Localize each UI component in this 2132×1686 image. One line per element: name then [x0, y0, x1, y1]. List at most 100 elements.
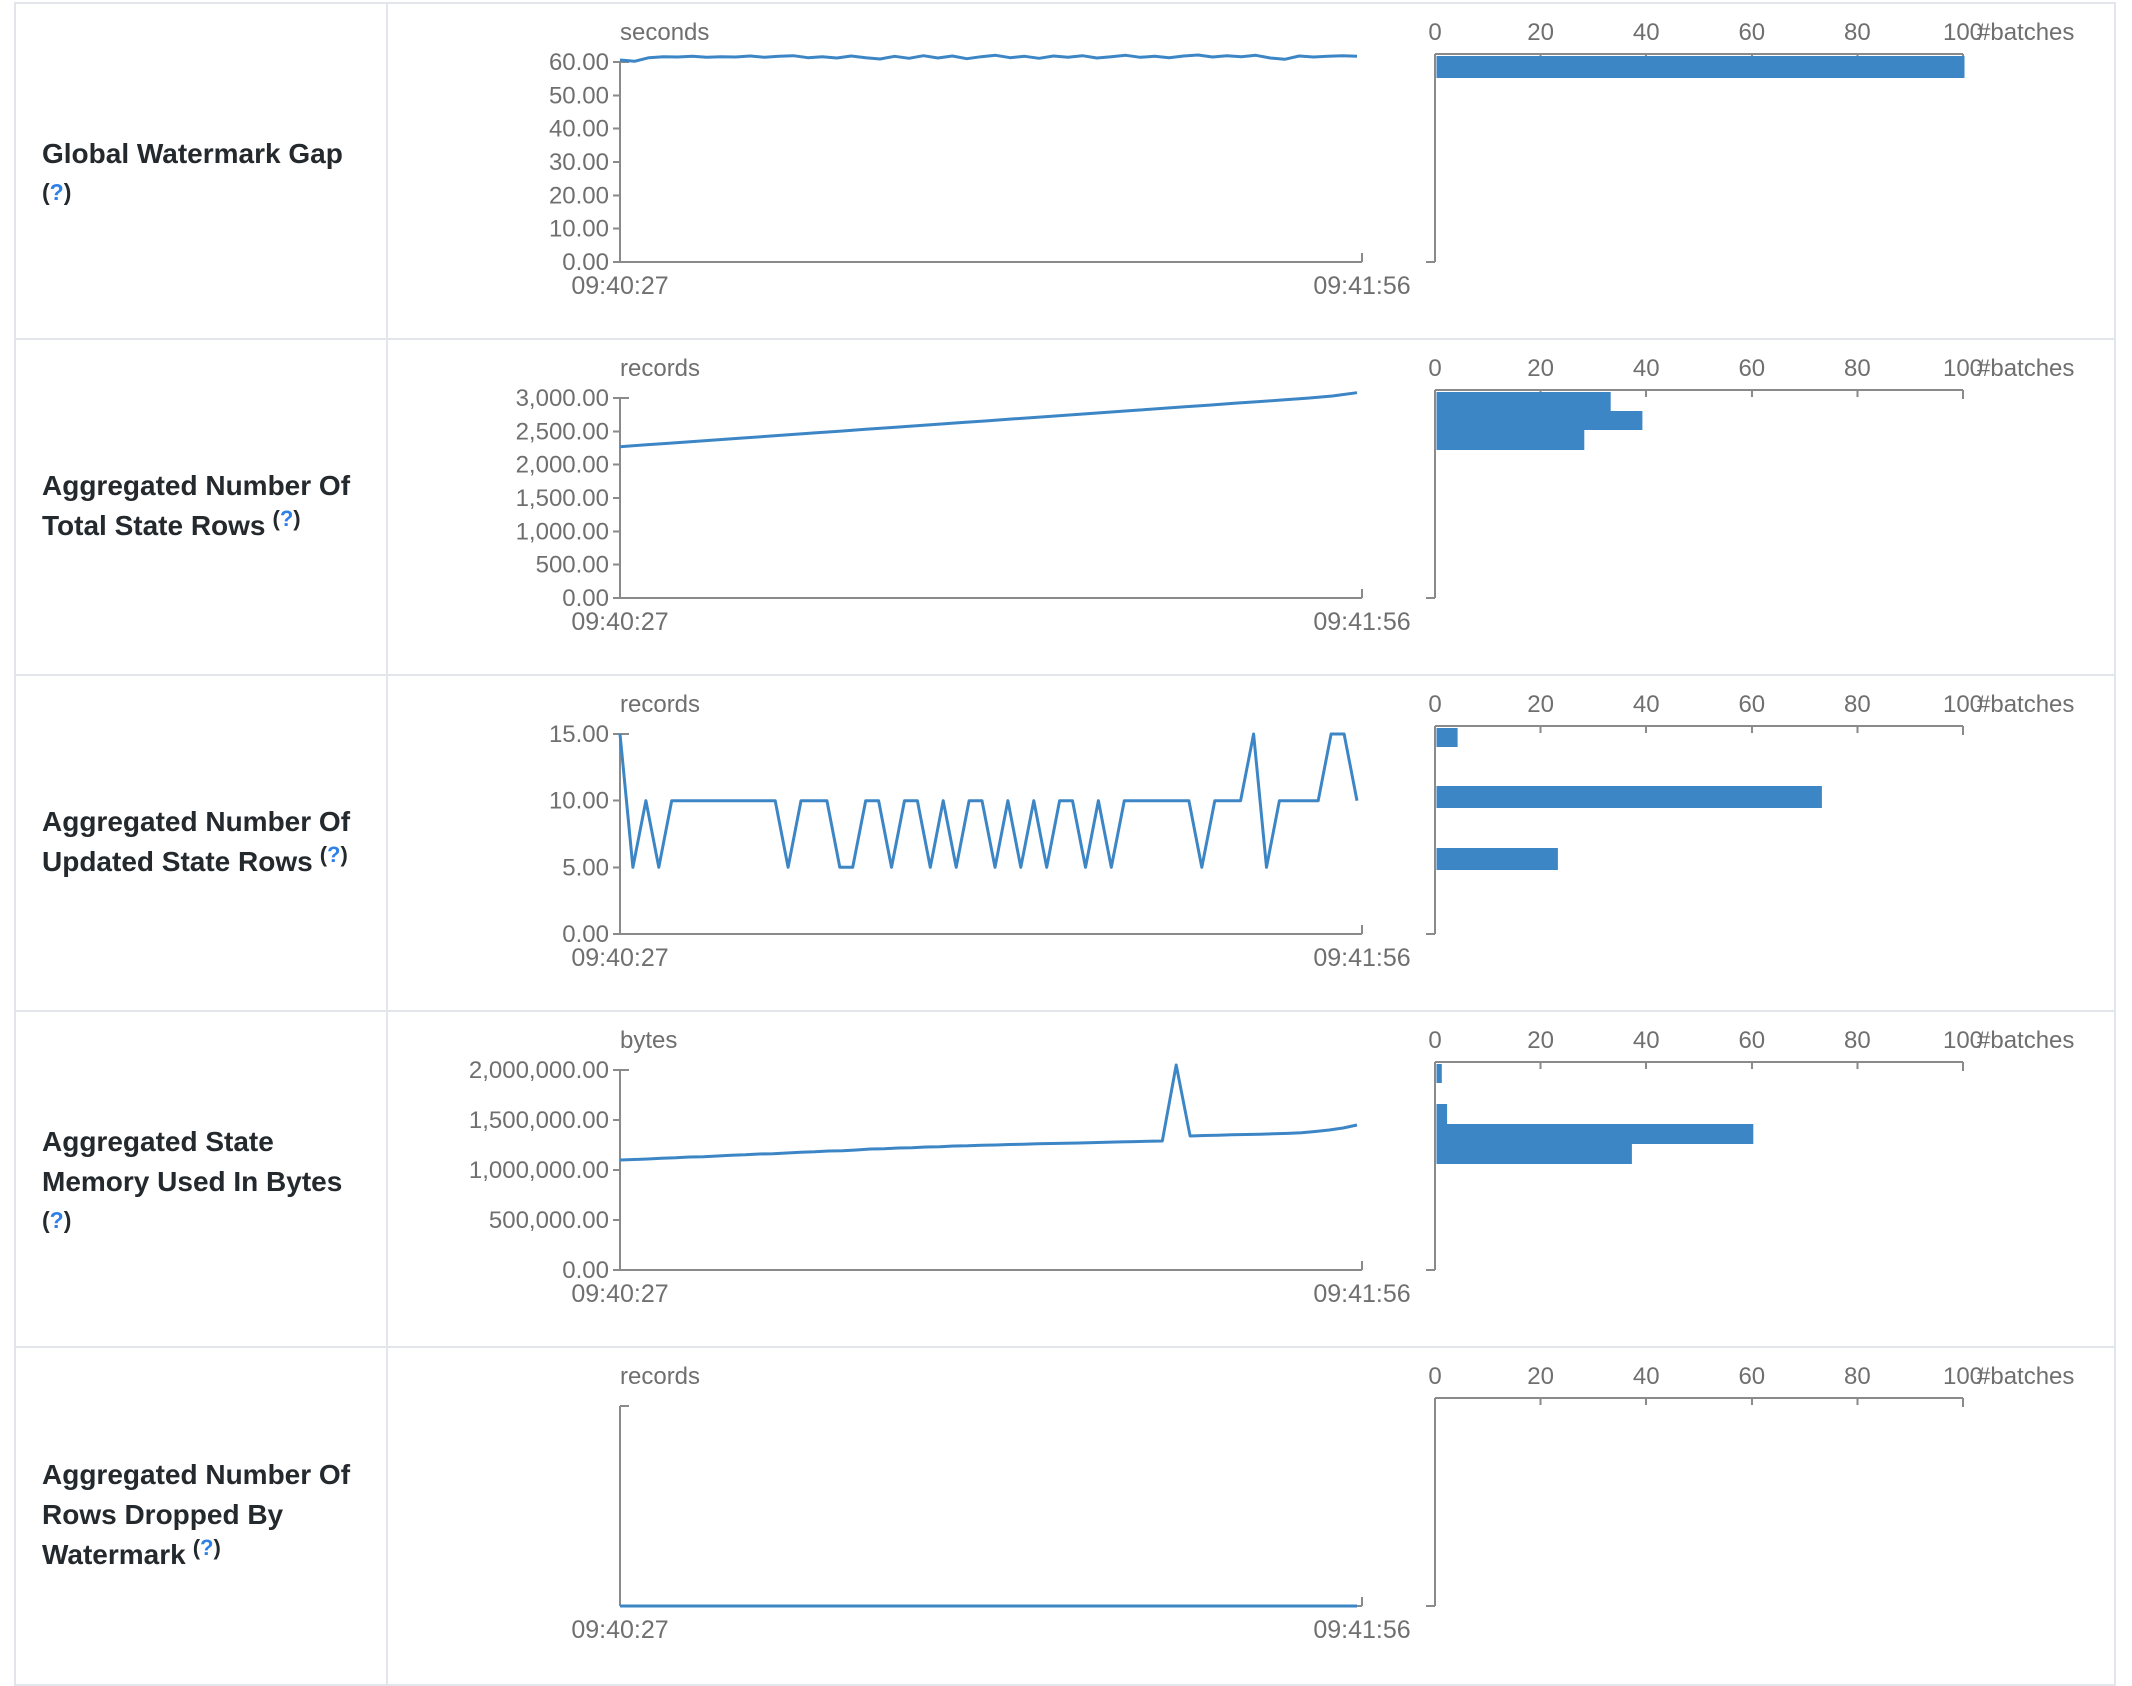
help-paren: )	[213, 1535, 221, 1560]
metric-title-line: Rows Dropped By	[42, 1495, 376, 1535]
y-tick-label: 1,000,000.00	[469, 1157, 609, 1184]
histogram-bar	[1436, 430, 1585, 450]
histogram-x-tick-label: 100	[1943, 1363, 1983, 1390]
help-question-icon: ?	[279, 506, 294, 531]
histogram-bar	[1436, 1104, 1448, 1124]
metric-label-cell: Global Watermark Gap (?)	[16, 4, 388, 338]
help-question-icon: ?	[327, 842, 341, 867]
timeline-series-line	[619, 1063, 1358, 1162]
x-axis-end-time-label: 09:41:56	[1313, 1616, 1410, 1644]
histogram-unit-label: #batches	[1977, 691, 2074, 718]
histogram-bar	[1436, 728, 1458, 747]
metric-charts-svg: records 09:40:27 09:41:56 0 20 40 60 80 100#batc…	[571, 1363, 2074, 1644]
histogram-bar	[1436, 786, 1822, 808]
histogram-x-tick-label: 100	[1943, 355, 1983, 382]
histogram-x-tick-label: 60	[1738, 1027, 1765, 1054]
y-tick-label: 1,500.00	[516, 485, 609, 512]
metric-title-text: Watermark	[42, 1539, 186, 1570]
histogram-x-tick-label: 40	[1633, 691, 1660, 718]
histogram-x-tick-label: 80	[1844, 19, 1871, 46]
histogram-bar	[1436, 1064, 1442, 1083]
histogram-x-tick-label: 20	[1527, 1027, 1554, 1054]
y-tick-label: 10.00	[549, 788, 609, 815]
timeline-series-line	[618, 732, 1359, 869]
metric-title-text: Rows Dropped By	[42, 1499, 284, 1530]
histogram-x-tick-label: 100	[1943, 1027, 1983, 1054]
y-tick-label: 40.00	[549, 116, 609, 143]
help-paren: (	[272, 506, 280, 531]
metric-charts-svg: records 0.00 5.00 10.00 15.00 09:40:27 09:41:5…	[549, 691, 2074, 972]
help-question-icon: ?	[49, 178, 64, 205]
y-tick-label: 30.00	[549, 149, 609, 176]
metric-label-cell: Aggregated Number Of Total State Rows (?)	[16, 340, 388, 674]
metric-title-text: Total State Rows	[42, 510, 266, 541]
histogram-x-tick-label: 80	[1844, 1363, 1871, 1390]
help-tooltip-link[interactable]: (?)	[42, 1207, 71, 1233]
statistics-table: Global Watermark Gap (?) seconds 0.00 10.00 2…	[14, 2, 2116, 1686]
timeline-unit-label: records	[620, 691, 700, 718]
metric-chart-cell: records 09:40:27 09:41:56 0 20 40 60 80 100 #batc…	[388, 1348, 2114, 1684]
metric-title-text: Memory Used In Bytes	[42, 1165, 343, 1197]
x-axis-start-time-label: 09:40:27	[571, 608, 668, 636]
y-tick-label: 50.00	[549, 82, 609, 109]
histogram-x-tick-label: 60	[1738, 1363, 1765, 1390]
timeline-unit-label: records	[620, 1363, 700, 1390]
metric-charts-svg: seconds 0.00 10.00 20.00 30.00 40.00 50.00 60.0…	[549, 19, 2074, 300]
metric-chart-cell: bytes 0.00 500,000.00 1,000,000.00 1,500,000…	[388, 1012, 2114, 1346]
x-axis-end-time-label: 09:41:56	[1313, 608, 1410, 636]
y-tick-label: 0.00	[562, 1257, 609, 1284]
x-axis-start-time-label: 09:40:27	[571, 944, 668, 972]
metric-row: Global Watermark Gap (?) seconds 0.00 10.00 2…	[16, 4, 2114, 340]
histogram-bar	[1436, 1124, 1754, 1144]
y-tick-label: 5.00	[562, 854, 609, 881]
y-tick-label: 20.00	[549, 182, 609, 209]
histogram-x-tick-label: 80	[1844, 355, 1871, 382]
help-paren: )	[340, 842, 348, 867]
metric-title-line: Global Watermark Gap	[42, 134, 376, 174]
metric-label-cell: Aggregated Number Of Updated State Rows (?…	[16, 676, 388, 1010]
x-axis-start-time-label: 09:40:27	[571, 272, 668, 300]
metric-title-text: Global Watermark Gap	[42, 137, 343, 169]
histogram-x-tick-label: 60	[1738, 355, 1765, 382]
metric-title-text: Aggregated Number Of	[42, 1459, 351, 1490]
histogram-x-tick-label: 40	[1633, 1363, 1660, 1390]
y-tick-label: 3,000.00	[516, 385, 609, 412]
histogram-x-tick-label: 0	[1428, 19, 1441, 46]
metric-title-line: Aggregated Number Of	[42, 1455, 376, 1495]
y-tick-label: 2,500.00	[516, 418, 609, 445]
help-paren: (	[42, 1206, 50, 1233]
metric-title-line: Memory Used In Bytes	[42, 1162, 376, 1202]
metric-chart-cell: records 0.00 5.00 10.00 15.00 09:40:27 09:41:5…	[388, 676, 2114, 1010]
histogram-unit-label: #batches	[1977, 1363, 2074, 1390]
histogram-x-tick-label: 40	[1633, 19, 1660, 46]
metric-chart-cell: seconds 0.00 10.00 20.00 30.00 40.00 50.00 60.0…	[388, 4, 2114, 338]
help-tooltip-link[interactable]: (?)	[320, 842, 348, 867]
help-paren: (	[192, 1535, 201, 1560]
histogram-x-tick-label: 100	[1943, 19, 1983, 46]
metric-title-text: Aggregated Number Of	[42, 806, 351, 837]
timeline-unit-label: records	[620, 355, 700, 382]
help-paren: )	[63, 1206, 72, 1233]
y-tick-label: 10.00	[549, 216, 609, 243]
x-axis-start-time-label: 09:40:27	[571, 1280, 668, 1308]
histogram-x-tick-label: 20	[1527, 19, 1554, 46]
histogram-unit-label: #batches	[1977, 355, 2074, 382]
histogram-x-tick-label: 0	[1428, 691, 1441, 718]
help-tooltip-link[interactable]: (?)	[42, 179, 71, 205]
y-tick-label: 0.00	[562, 921, 609, 948]
metric-charts-svg: bytes 0.00 500,000.00 1,000,000.00 1,500,000…	[469, 1027, 2075, 1308]
metric-title-line: Aggregated Number Of	[42, 466, 376, 506]
histogram-x-tick-label: 40	[1633, 1027, 1660, 1054]
help-tooltip-link[interactable]: (?)	[273, 506, 301, 531]
histogram-x-tick-label: 0	[1428, 355, 1441, 382]
histogram-bar	[1436, 848, 1558, 870]
metric-row: Aggregated Number Of Total State Rows (?) r…	[16, 340, 2114, 676]
help-tooltip-link[interactable]: (?)	[193, 1535, 221, 1560]
metric-row: Aggregated Number Of Updated State Rows (?…	[16, 676, 2114, 1012]
metric-title-line: Aggregated Number Of	[42, 802, 376, 842]
metric-title-line: Watermark (?)	[42, 1535, 376, 1577]
histogram-bar	[1436, 392, 1611, 411]
histogram-x-tick-label: 20	[1527, 355, 1554, 382]
histogram-x-tick-label: 40	[1633, 355, 1660, 382]
